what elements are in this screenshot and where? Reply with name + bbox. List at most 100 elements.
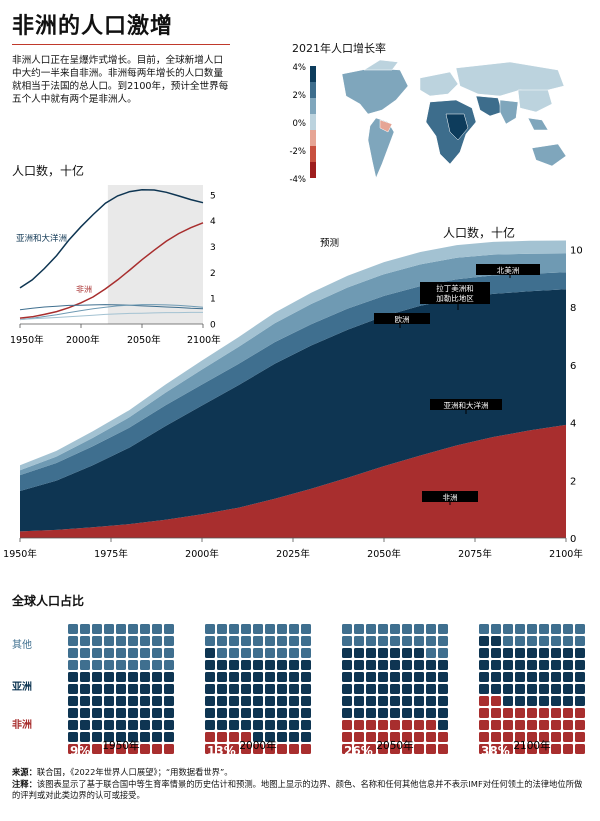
waffle-cell <box>301 660 311 670</box>
waffle-cell <box>68 648 78 658</box>
waffle-cell <box>563 732 573 742</box>
waffle-cell <box>253 720 263 730</box>
waffle-cell <box>289 708 299 718</box>
note-label: 注释： <box>12 778 37 789</box>
waffle-row-label-asia: 亚洲 <box>12 682 32 693</box>
waffle-cell <box>527 744 537 754</box>
waffle-cell <box>217 708 227 718</box>
waffle-cell <box>426 624 436 634</box>
waffle-cell <box>229 660 239 670</box>
waffle-cell <box>229 720 239 730</box>
waffle-cell <box>253 696 263 706</box>
north-america-shape <box>341 67 409 115</box>
waffle-cell <box>128 648 138 658</box>
waffle-cell <box>539 744 549 754</box>
waffle-cell <box>438 636 448 646</box>
waffle-cell <box>164 696 174 706</box>
waffle-cell <box>217 672 227 682</box>
waffle-cell <box>402 624 412 634</box>
waffle-cell <box>366 708 376 718</box>
waffle-cell <box>479 684 489 694</box>
waffle-cell <box>515 744 525 754</box>
intro-text: 非洲人口正在呈爆炸式增长。目前，全球新增人口中大约一半来自非洲。非洲每两年增长的… <box>12 55 229 105</box>
waffle-cell <box>402 648 412 658</box>
india-shape <box>499 99 519 125</box>
waffle-cell <box>551 720 561 730</box>
waffle-cell <box>68 684 78 694</box>
waffle-year-label: 1950年 <box>102 739 139 752</box>
waffle-cell <box>342 732 352 742</box>
waffle-cell <box>479 732 489 742</box>
waffle-cell <box>241 660 251 670</box>
waffle-cell <box>301 648 311 658</box>
middle-east-shape <box>475 95 503 117</box>
waffle-cell <box>426 744 436 754</box>
waffle-cell <box>253 684 263 694</box>
waffle-cell <box>378 660 388 670</box>
waffle-cell <box>390 660 400 670</box>
waffle-cell <box>426 684 436 694</box>
waffle-cell <box>479 660 489 670</box>
map-scale-swatch <box>310 130 316 146</box>
waffle-cell <box>289 696 299 706</box>
main-y-tick: 6 <box>570 361 576 372</box>
waffle-cell <box>426 648 436 658</box>
waffle-cell <box>390 672 400 682</box>
waffle-cell <box>253 636 263 646</box>
waffle-cell <box>289 720 299 730</box>
waffle-cell <box>426 720 436 730</box>
area-namerica <box>20 240 566 471</box>
waffle-cell <box>491 660 501 670</box>
waffle-cell <box>92 660 102 670</box>
waffle-cell <box>390 636 400 646</box>
waffle-cell <box>217 720 227 730</box>
waffle-cell <box>241 732 251 742</box>
waffle-cell <box>438 732 448 742</box>
waffle-cell <box>289 744 299 754</box>
waffle-cell <box>402 636 412 646</box>
waffle-cell <box>539 624 549 634</box>
waffle-cell <box>229 708 239 718</box>
map-scale-swatch <box>310 66 316 82</box>
waffle-cell <box>366 744 376 754</box>
waffle-cell <box>551 732 561 742</box>
europe-shape <box>419 71 459 97</box>
waffle-cell <box>479 744 489 754</box>
waffle-cell <box>438 744 448 754</box>
waffle-cell <box>289 660 299 670</box>
waffle-cell <box>205 636 215 646</box>
waffle-cell <box>229 744 239 754</box>
waffle-cell <box>301 696 311 706</box>
label-latam: 拉丁美洲和 <box>436 283 474 293</box>
waffle-cell <box>277 672 287 682</box>
label-latam: 加勒比地区 <box>436 293 474 303</box>
waffle-cell <box>551 672 561 682</box>
waffle-cell <box>354 732 364 742</box>
waffle-cell <box>414 732 424 742</box>
area-africa <box>20 424 566 538</box>
waffle-cell <box>342 684 352 694</box>
waffle-cell <box>503 624 513 634</box>
waffle-cell <box>277 636 287 646</box>
waffle-cell <box>277 660 287 670</box>
waffle-cell <box>539 696 549 706</box>
waffle-cell <box>366 660 376 670</box>
waffle-cell <box>503 720 513 730</box>
waffle-cell <box>128 744 138 754</box>
waffle-cell <box>80 684 90 694</box>
waffle-cell <box>563 720 573 730</box>
waffle-cell <box>563 672 573 682</box>
waffle-cell <box>241 744 251 754</box>
waffle-cell <box>277 720 287 730</box>
waffle-cell <box>515 696 525 706</box>
waffle-cell <box>140 708 150 718</box>
area-latam <box>20 253 566 476</box>
waffle-cell <box>551 696 561 706</box>
waffle-cell <box>80 720 90 730</box>
central-africa-shape <box>445 113 469 141</box>
waffle-cell <box>491 732 501 742</box>
waffle-cell <box>104 696 114 706</box>
waffle-cell <box>80 708 90 718</box>
waffle-row-label-other: 其他 <box>12 640 32 651</box>
waffle-cell <box>575 648 585 658</box>
